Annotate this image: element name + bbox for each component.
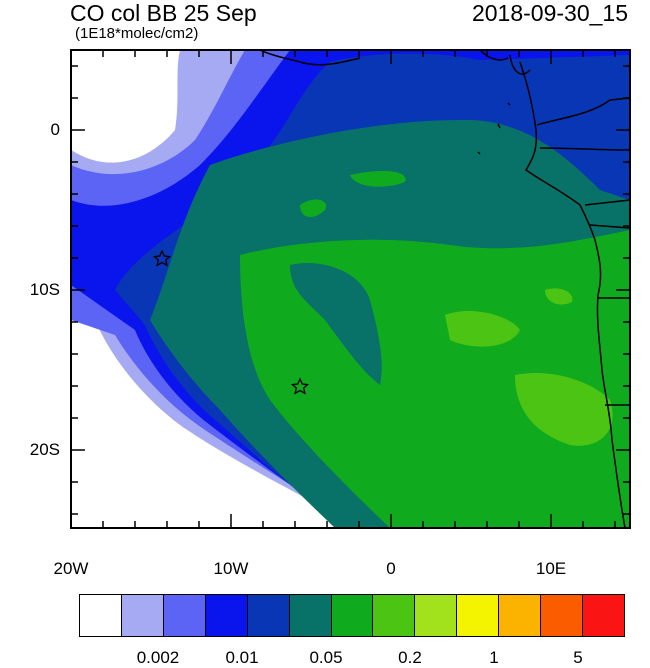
colorbar-label: 0.002: [136, 648, 180, 667]
lat-label-10s: 10S: [29, 280, 60, 299]
lat-label-0: 0: [50, 120, 60, 139]
datetime-label: 2018-09-30_15: [471, 0, 628, 26]
colorbar-label: 0.2: [398, 648, 422, 667]
plot-frame: [70, 49, 631, 529]
star-marker: [152, 249, 172, 267]
colorbar-swatch: [373, 595, 416, 636]
lon-label-10w: 10W: [213, 559, 249, 578]
colorbar: [79, 594, 625, 637]
lon-label-20w: 20W: [53, 559, 89, 578]
colorbar-swatch: [289, 595, 332, 636]
star-marker: [290, 377, 310, 395]
colorbar-swatch: [457, 595, 500, 636]
colorbar-swatch: [247, 595, 290, 636]
colorbar-swatch: [331, 595, 374, 636]
contour-level-7: [445, 310, 520, 347]
lat-label-20s: 20S: [29, 440, 60, 459]
axis-ticks: [71, 50, 630, 528]
colorbar-swatch: [163, 595, 206, 636]
contour-level-6-patch: [350, 170, 406, 187]
contour-level-7: [515, 372, 613, 446]
colorbar-swatch: [121, 595, 164, 636]
units-label: (1E18*molec/cm2): [75, 25, 199, 42]
site-markers: [152, 249, 310, 395]
coastline: [259, 49, 631, 529]
colorbar-swatch: [583, 595, 624, 636]
lon-label-0: 0: [386, 559, 396, 578]
colorbar-swatch: [415, 595, 458, 636]
colorbar-swatch: [499, 595, 542, 636]
colorbar-label: 0.05: [309, 648, 343, 667]
colorbar-swatch: [205, 595, 248, 636]
contour-level-7: [545, 288, 573, 305]
contour-level-6-patch: [300, 199, 326, 217]
colorbar-label: 5: [573, 648, 583, 667]
map-title: CO col BB 25 Sep: [70, 0, 257, 26]
colorbar-label: 0.01: [225, 648, 259, 667]
colorbar-swatch: [541, 595, 584, 636]
contour-level-5-intrusion: [290, 263, 382, 385]
co-column-field: [71, 50, 630, 528]
colorbar-label: 1: [489, 648, 499, 667]
colorbar-swatch: [80, 595, 122, 636]
lon-label-10e: 10E: [535, 559, 567, 578]
